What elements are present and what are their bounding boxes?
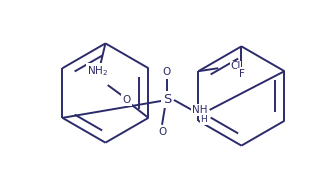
Text: NH$_2$: NH$_2$ (87, 64, 108, 78)
Text: NH: NH (192, 105, 208, 115)
Text: O: O (122, 95, 131, 105)
Text: O: O (163, 67, 171, 77)
Text: O: O (158, 127, 166, 137)
Text: H: H (200, 115, 207, 124)
Text: F: F (239, 69, 245, 79)
Text: S: S (163, 93, 171, 106)
Text: Cl: Cl (230, 61, 241, 71)
